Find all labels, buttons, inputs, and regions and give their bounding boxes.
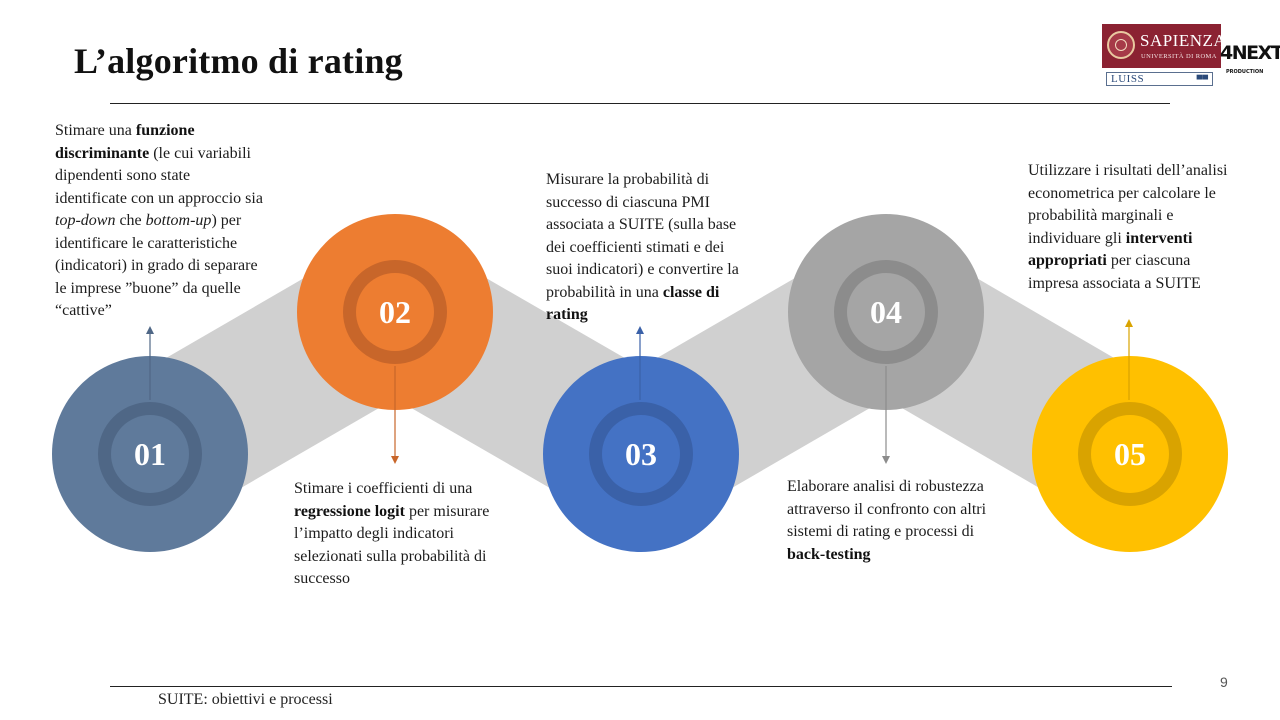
institution-logos: SAPIENZA UNIVERSITÀ DI ROMA LUISS ▀▀ 4NE… [1102,24,1280,90]
description-segment: regressione logit [294,502,405,520]
next-logo: 4NEXT PRODUCTION [1220,42,1280,82]
next-logo-subtitle: PRODUCTION [1226,69,1264,75]
step-circle-inner [111,415,189,493]
step-03-description: Misurare la probabilità di successo di c… [546,169,751,327]
description-segment: per misurare l’impatto degli indicatori … [294,502,490,588]
step-circles: 01 02 03 04 05 [52,214,1228,552]
step-01-description: Stimare una funzione discriminante (le c… [55,120,265,323]
description-segment: (le cui variabili dipendenti sono state … [55,144,263,207]
footer-rule [110,686,1172,687]
sapienza-name: SAPIENZA [1140,31,1227,50]
step-04-description: Elaborare analisi di robustezza attraver… [787,476,997,566]
description-segment: ) per identificare le caratteristiche (i… [55,212,258,319]
step-circle-inner [602,415,680,493]
step-circle-inner [847,273,925,351]
description-segment: per ciascuna impresa associata a SUITE [1028,252,1201,292]
step-circle-inner [356,273,434,351]
description-segment: Stimare i coefficienti di una [294,480,473,497]
step-05-description: Utilizzare i risultati dell’analisi econ… [1028,160,1238,295]
step-number: 05 [1114,436,1146,472]
description-segment: che [115,212,146,229]
title-underline [110,103,1170,104]
luiss-logo: LUISS ▀▀ [1106,72,1213,86]
description-segment: Stimare una [55,122,136,139]
description-segment: Misurare la probabilità di successo di c… [546,171,739,301]
page-number: 9 [1220,674,1228,690]
step-number: 03 [625,436,657,472]
description-segment: Elaborare analisi di robustezza attraver… [787,478,987,540]
step-circle-inner [1091,415,1169,493]
description-segment: Utilizzare i risultati dell’analisi econ… [1028,162,1228,247]
sapienza-seal-icon [1107,31,1135,59]
step-number: 01 [134,436,166,472]
footer-text: SUITE: obiettivi e processi [158,691,333,708]
step-number: 04 [870,294,902,330]
sapienza-subtitle: UNIVERSITÀ DI ROMA [1141,53,1217,60]
description-segment: interventi appropriati [1028,229,1193,270]
luiss-name: LUISS [1111,73,1145,85]
step-02-description: Stimare i coefficienti di una regression… [294,478,504,591]
description-segment: classe di rating [546,283,720,324]
step-number: 02 [379,294,411,330]
sapienza-logo: SAPIENZA UNIVERSITÀ DI ROMA [1102,24,1226,68]
step-arrows [146,319,1133,464]
description-segment: back-testing [787,545,871,563]
description-segment: top-down [55,212,116,229]
slide-title: L’algoritmo di rating [74,41,403,81]
luiss-mark-icon: ▀▀ [1196,75,1208,84]
description-segment: bottom-up [145,212,212,229]
next-logo-text: 4NEXT [1220,42,1280,64]
description-segment: funzione discriminante [55,122,195,162]
